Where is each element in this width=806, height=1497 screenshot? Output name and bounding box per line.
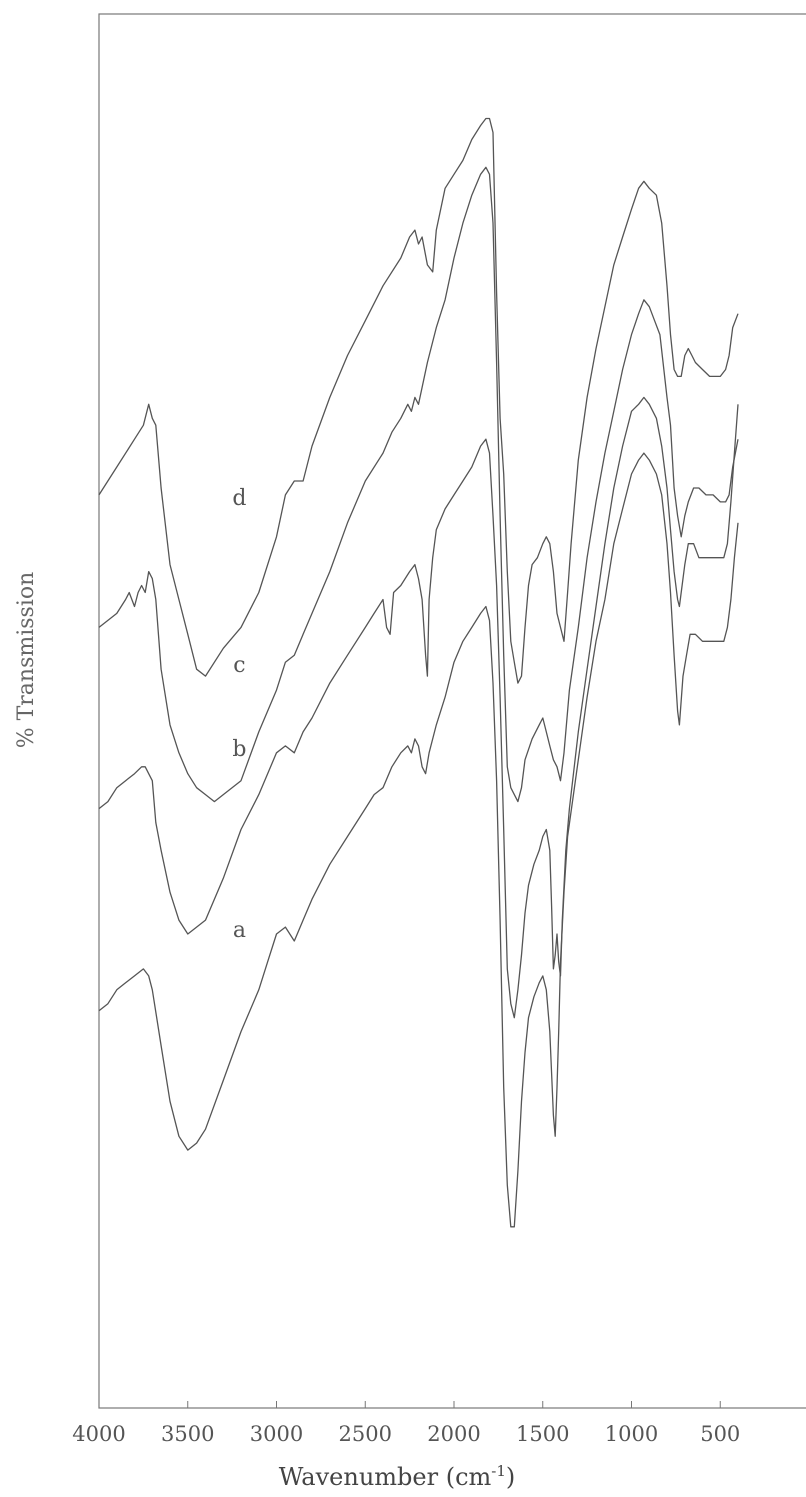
x-tick-label-3000: 3000: [250, 1422, 303, 1446]
x-tick-label-2000: 2000: [427, 1422, 480, 1446]
series-label-b: b: [232, 737, 246, 762]
x-axis-ticks: 4000 3500 3000 2500 2000 1500 1000 500: [72, 1401, 740, 1446]
x-tick-label-1000: 1000: [605, 1422, 658, 1446]
plot-frame: [98, 13, 806, 1409]
spectrum-line-c: [98, 166, 739, 803]
x-tick-label-3500: 3500: [161, 1422, 214, 1446]
spectrum-line-a: [98, 452, 739, 1228]
spectrum-line-d: [98, 117, 739, 684]
series-label-d: d: [232, 486, 246, 511]
x-tick-label-4000: 4000: [72, 1422, 125, 1446]
series-layer: [98, 117, 739, 1228]
x-axis-title: Wavenumber (cm-1): [279, 1462, 516, 1491]
x-tick-label-2500: 2500: [339, 1422, 392, 1446]
series-label-layer: d c b a: [232, 486, 246, 943]
series-label-c: c: [233, 653, 245, 678]
x-tick-label-500: 500: [700, 1422, 740, 1446]
x-tick-label-1500: 1500: [516, 1422, 569, 1446]
series-label-a: a: [233, 918, 246, 943]
y-axis-title: % Transmission: [14, 572, 39, 749]
spectrum-line-b: [98, 396, 739, 1019]
